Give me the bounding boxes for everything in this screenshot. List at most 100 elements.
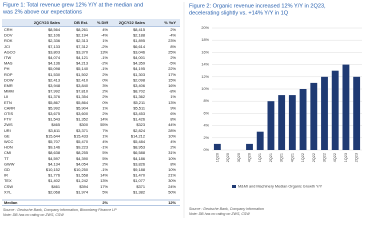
x-tick-label: 2Q20 — [226, 153, 230, 162]
x-tick-label: 2Q23 — [355, 153, 359, 162]
table-cell: CSW — [4, 184, 13, 189]
bar — [213, 143, 221, 150]
table-cell: $4,134 — [48, 161, 61, 166]
table-cell: $4,001 — [133, 55, 145, 60]
table-cell: -4% — [101, 33, 108, 38]
table-cell: $3,453 — [133, 111, 145, 116]
table-cell: TT — [4, 156, 9, 161]
table-cell: 9% — [170, 105, 176, 110]
y-tick-label: 20% — [201, 26, 209, 30]
table-cell: 22% — [168, 66, 176, 71]
table-cell: $3,370 — [76, 49, 89, 54]
table-cell: -1% — [101, 66, 108, 71]
table-cell: $1,470 — [133, 173, 146, 178]
table-cell: $5,140 — [76, 66, 89, 71]
x-tick-label: 4Q22 — [333, 153, 337, 162]
table-cell: 5% — [102, 156, 108, 161]
source: Source : Deutsche Bank, Company informat… — [189, 207, 264, 211]
table-cell: 30% — [168, 178, 176, 183]
bar — [256, 131, 264, 150]
table-header: % YoY — [164, 20, 176, 25]
table-cell: $300 — [79, 122, 88, 127]
table-cell: $394 — [79, 184, 88, 189]
table-cell: $461 — [51, 184, 60, 189]
table-cell: 2% — [102, 72, 108, 77]
table-cell: $15,433 — [74, 133, 88, 138]
legend-swatch — [232, 185, 236, 188]
x-tick-label: 1Q23 — [344, 153, 348, 162]
table-cell: 2% — [170, 55, 176, 60]
table-cell: $5,904 — [76, 105, 89, 110]
table-cell: PH — [4, 66, 10, 71]
table-cell: MAS — [4, 61, 13, 66]
table-cell: $1,426 — [133, 117, 145, 122]
table-cell: $4,390 — [76, 156, 89, 161]
table-cell: $3,600 — [76, 111, 89, 116]
table-cell: 2% — [102, 111, 108, 116]
table-cell: LII — [4, 94, 8, 99]
table-cell: $2,068 — [48, 189, 60, 194]
table-cell: $3,406 — [133, 83, 145, 88]
table-cell: -1% — [101, 167, 108, 172]
table-cell: $1,402 — [48, 178, 60, 183]
bar — [246, 143, 253, 150]
table-cell: $5,098 — [48, 66, 60, 71]
table-cell: -8% — [169, 89, 176, 94]
legend-label: M&MI and Machinery Median Organic Growth… — [238, 185, 323, 189]
table-cell: 6% — [170, 111, 176, 116]
table-cell: $8,415 — [133, 27, 145, 32]
table-cell: DOW — [4, 77, 14, 82]
figure2-title: decelerating slightly vs. +14% Y/Y in 1Q — [189, 10, 289, 16]
table-cell: $5,470 — [76, 139, 89, 144]
table-cell: 15% — [168, 77, 176, 82]
table-cell: WCC — [4, 139, 13, 144]
note: Note: DB has no rating on ZWS, CSW — [189, 212, 250, 216]
table-cell: 0% — [102, 77, 108, 82]
table-cell: $2,824 — [133, 128, 146, 133]
bar — [310, 82, 318, 150]
y-tick-label: 10% — [201, 87, 209, 91]
table-cell: GD — [4, 167, 10, 172]
table-cell: IR — [4, 173, 8, 178]
table-cell: -1% — [101, 145, 108, 150]
table-cell: 13% — [100, 178, 108, 183]
x-tick-label: 3Q20 — [237, 153, 241, 162]
x-tick-label: 3Q21 — [280, 153, 284, 162]
table-cell: CMI — [4, 150, 11, 155]
page: Figure 1: Total revenue grew 12% Y/Y at … — [2, 2, 362, 218]
table-cell: $7,810 — [76, 89, 89, 94]
table-cell: 55% — [100, 122, 108, 127]
table-cell: 8% — [170, 161, 176, 166]
table-cell: $7,992 — [48, 89, 60, 94]
table-cell: 8% — [170, 44, 176, 49]
table-cell: $1,376 — [48, 94, 60, 99]
table-cell: 14% — [100, 173, 108, 178]
table-cell: $9,188 — [133, 167, 145, 172]
table-cell: $10,250 — [74, 167, 89, 172]
table-cell: $6,614 — [133, 44, 146, 49]
table-cell: 17% — [168, 72, 176, 77]
table-cell: CARR — [4, 105, 15, 110]
table-cell: $1,558 — [76, 173, 88, 178]
table-cell: GWW — [4, 161, 15, 166]
table-cell: $4,213 — [76, 61, 88, 66]
table-cell: $4,359 — [133, 61, 145, 66]
table-cell: $8,638 — [48, 150, 60, 155]
table-cell: $8,255 — [76, 150, 88, 155]
table-cell: $5,864 — [76, 100, 89, 105]
table-cell: $1,362 — [133, 94, 145, 99]
table-cell: 4% — [102, 139, 108, 144]
y-tick-label: 8% — [204, 99, 210, 103]
table-cell: $465 — [51, 122, 60, 127]
table-cell: -1% — [101, 55, 108, 60]
median-yoy: 12% — [168, 200, 176, 205]
table-cell: $1,077 — [133, 178, 145, 183]
table-cell: $6,588 — [133, 150, 145, 155]
x-tick-label: 3Q22 — [323, 153, 327, 162]
table-cell: $5,511 — [133, 105, 145, 110]
table-cell: $323 — [136, 122, 145, 127]
table-cell: 2% — [170, 145, 176, 150]
x-tick-label: 1Q20 — [215, 153, 219, 162]
table-cell: ETN — [4, 100, 12, 105]
table-cell: $5,867 — [48, 100, 60, 105]
